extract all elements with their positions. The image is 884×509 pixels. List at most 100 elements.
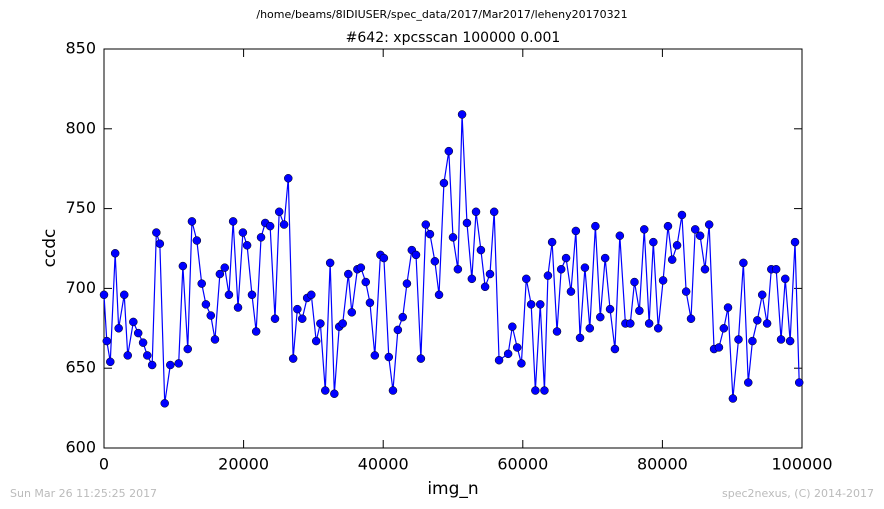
- data-point: [293, 304, 302, 314]
- data-point: [356, 263, 366, 272]
- data-point: [556, 264, 566, 274]
- data-point: [365, 298, 375, 308]
- data-point: [700, 264, 710, 274]
- y-tick-label: 650: [65, 358, 96, 377]
- data-point: [610, 344, 620, 354]
- data-point: [321, 386, 330, 395]
- data-point: [494, 355, 504, 365]
- data-point: [274, 207, 284, 217]
- y-tick-label: 750: [65, 198, 96, 217]
- data-point: [393, 325, 403, 335]
- chart-title: #642: xpcsscan 100000 0.001: [346, 30, 561, 46]
- data-point: [677, 210, 687, 220]
- data-point: [600, 253, 610, 263]
- data-point: [512, 343, 522, 352]
- data-point: [704, 220, 714, 229]
- data-point: [152, 228, 161, 237]
- data-point: [790, 237, 800, 247]
- data-point: [402, 279, 412, 288]
- data-point: [462, 218, 472, 228]
- data-point: [297, 314, 307, 323]
- data-point: [776, 335, 786, 344]
- data-point: [238, 228, 248, 237]
- data-point: [187, 217, 197, 226]
- x-tick-label: 0: [99, 455, 109, 474]
- data-point: [585, 324, 595, 333]
- data-point: [658, 276, 668, 285]
- data-point: [174, 359, 183, 368]
- data-point: [398, 312, 407, 322]
- data-point: [379, 253, 389, 263]
- data-point: [771, 264, 781, 274]
- data-point: [526, 300, 536, 309]
- data-point: [739, 258, 748, 268]
- data-point: [719, 324, 729, 333]
- data-point: [489, 207, 499, 217]
- data-point: [531, 386, 540, 395]
- data-point: [316, 319, 325, 328]
- data-point: [388, 386, 398, 395]
- suptitle: /home/beams/8IDIUSER/spec_data/2017/Mar2…: [256, 8, 627, 21]
- data-point: [370, 351, 380, 360]
- data-point: [785, 336, 795, 346]
- data-point: [575, 333, 585, 343]
- data-point: [247, 290, 257, 300]
- data-point: [503, 349, 513, 359]
- data-point: [228, 217, 238, 226]
- data-point: [630, 277, 639, 287]
- data-point: [129, 317, 138, 327]
- data-point: [640, 225, 649, 234]
- data-point: [453, 264, 463, 274]
- data-point: [325, 258, 335, 268]
- data-point: [434, 290, 444, 300]
- data-point: [485, 269, 495, 279]
- x-tick-label: 80000: [637, 455, 688, 474]
- data-point: [522, 274, 531, 284]
- data-point: [457, 110, 467, 119]
- data-point: [233, 303, 243, 312]
- y-tick-label: 850: [65, 39, 96, 58]
- data-point: [635, 306, 644, 315]
- data-point: [224, 290, 234, 300]
- data-point: [288, 354, 298, 363]
- data-point: [160, 399, 169, 408]
- data-line: [103, 114, 800, 404]
- data-point: [748, 336, 757, 346]
- x-tick-label: 40000: [358, 455, 409, 474]
- data-point: [605, 304, 615, 314]
- data-point: [780, 274, 790, 284]
- data-point: [663, 221, 673, 231]
- data-point: [102, 336, 112, 346]
- data-point: [183, 344, 193, 354]
- data-point: [347, 308, 357, 317]
- data-point: [178, 261, 188, 271]
- data-point: [411, 250, 421, 260]
- data-point: [471, 207, 481, 217]
- data-point: [552, 327, 562, 336]
- data-point: [384, 352, 394, 362]
- data-point: [596, 312, 605, 322]
- data-point: [476, 245, 486, 255]
- data-point: [744, 378, 753, 387]
- data-point: [251, 327, 261, 336]
- data-point: [480, 282, 490, 292]
- data-point: [566, 287, 576, 296]
- data-point: [508, 322, 517, 331]
- data-point: [201, 300, 211, 309]
- data-point: [307, 290, 316, 300]
- data-point: [439, 178, 449, 188]
- data-point: [215, 269, 225, 279]
- data-point: [714, 343, 724, 352]
- data-point: [430, 257, 440, 266]
- x-tick-label: 20000: [218, 455, 269, 474]
- data-point: [143, 351, 152, 360]
- plot-frame: [103, 48, 803, 449]
- y-tick-label: 700: [65, 278, 96, 297]
- data-point: [284, 174, 293, 183]
- data-point: [690, 225, 700, 234]
- data-point: [210, 335, 220, 344]
- data-point: [681, 287, 691, 296]
- data-point: [686, 314, 696, 323]
- footer-right: spec2nexus, (C) 2014-2017: [722, 487, 874, 500]
